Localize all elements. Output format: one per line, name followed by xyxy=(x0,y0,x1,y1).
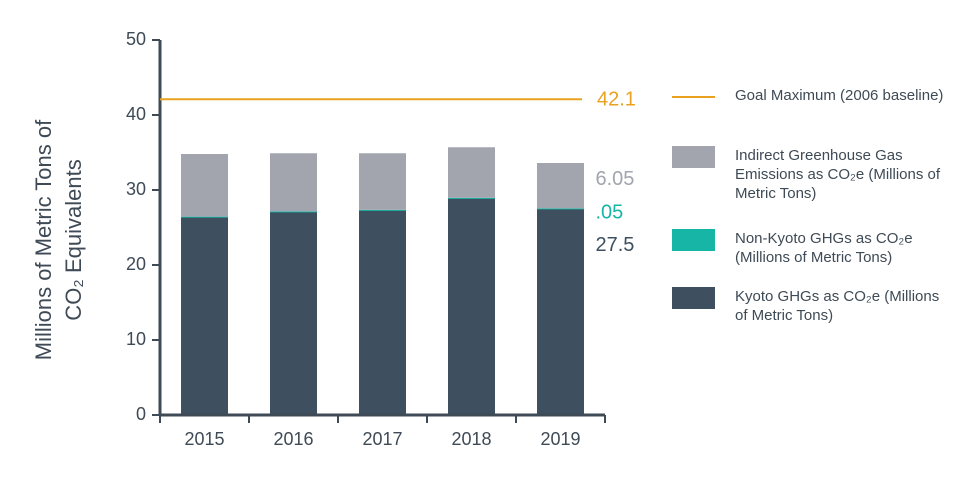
x-tick-label: 2019 xyxy=(540,429,580,449)
y-tick-label: 20 xyxy=(126,254,146,274)
y-tick-label: 0 xyxy=(136,404,146,424)
bar-segment xyxy=(537,208,584,415)
value-label: .05 xyxy=(596,202,624,224)
bar-segment xyxy=(359,153,406,210)
legend-goal: Goal Maximum (2006 baseline) xyxy=(735,87,944,104)
bar-segment xyxy=(270,211,317,213)
goal-label: 42.1 xyxy=(597,89,636,111)
y-tick-label: 40 xyxy=(126,104,146,124)
bar-segment xyxy=(181,216,228,218)
legend-swatch xyxy=(672,146,715,168)
legend-swatch xyxy=(672,287,715,309)
y-tick-label: 10 xyxy=(126,329,146,349)
bar-segment xyxy=(448,147,495,198)
y-tick-label: 50 xyxy=(126,29,146,49)
bar-segment xyxy=(270,153,317,212)
legend-swatch xyxy=(672,229,715,251)
legend-entry: Non-Kyoto GHGs as CO₂e (Millions of Metr… xyxy=(735,230,913,266)
legend-entry: Kyoto GHGs as CO₂e (Millions of Metric T… xyxy=(735,288,940,324)
value-label: 27.5 xyxy=(596,234,635,256)
bar-segment xyxy=(181,217,228,415)
bar-segment xyxy=(359,209,406,211)
bar-segment xyxy=(270,211,317,415)
bar-segment xyxy=(448,197,495,199)
y-axis-label: Millions of Metric Tons of xyxy=(31,119,56,360)
y-axis-label: CO₂ Equivalents xyxy=(61,159,86,320)
bar-segment xyxy=(359,210,406,415)
x-tick-label: 2016 xyxy=(273,429,313,449)
value-label: 6.05 xyxy=(596,168,635,190)
x-tick-label: 2015 xyxy=(184,429,224,449)
x-tick-label: 2018 xyxy=(451,429,491,449)
x-tick-label: 2017 xyxy=(362,429,402,449)
bar-segment xyxy=(448,198,495,415)
bar-segment xyxy=(537,163,584,209)
y-tick-label: 30 xyxy=(126,179,146,199)
legend-entry: Indirect Greenhouse Gas Emissions as CO₂… xyxy=(735,147,941,202)
bar-segment xyxy=(537,208,584,210)
bar-segment xyxy=(181,154,228,217)
